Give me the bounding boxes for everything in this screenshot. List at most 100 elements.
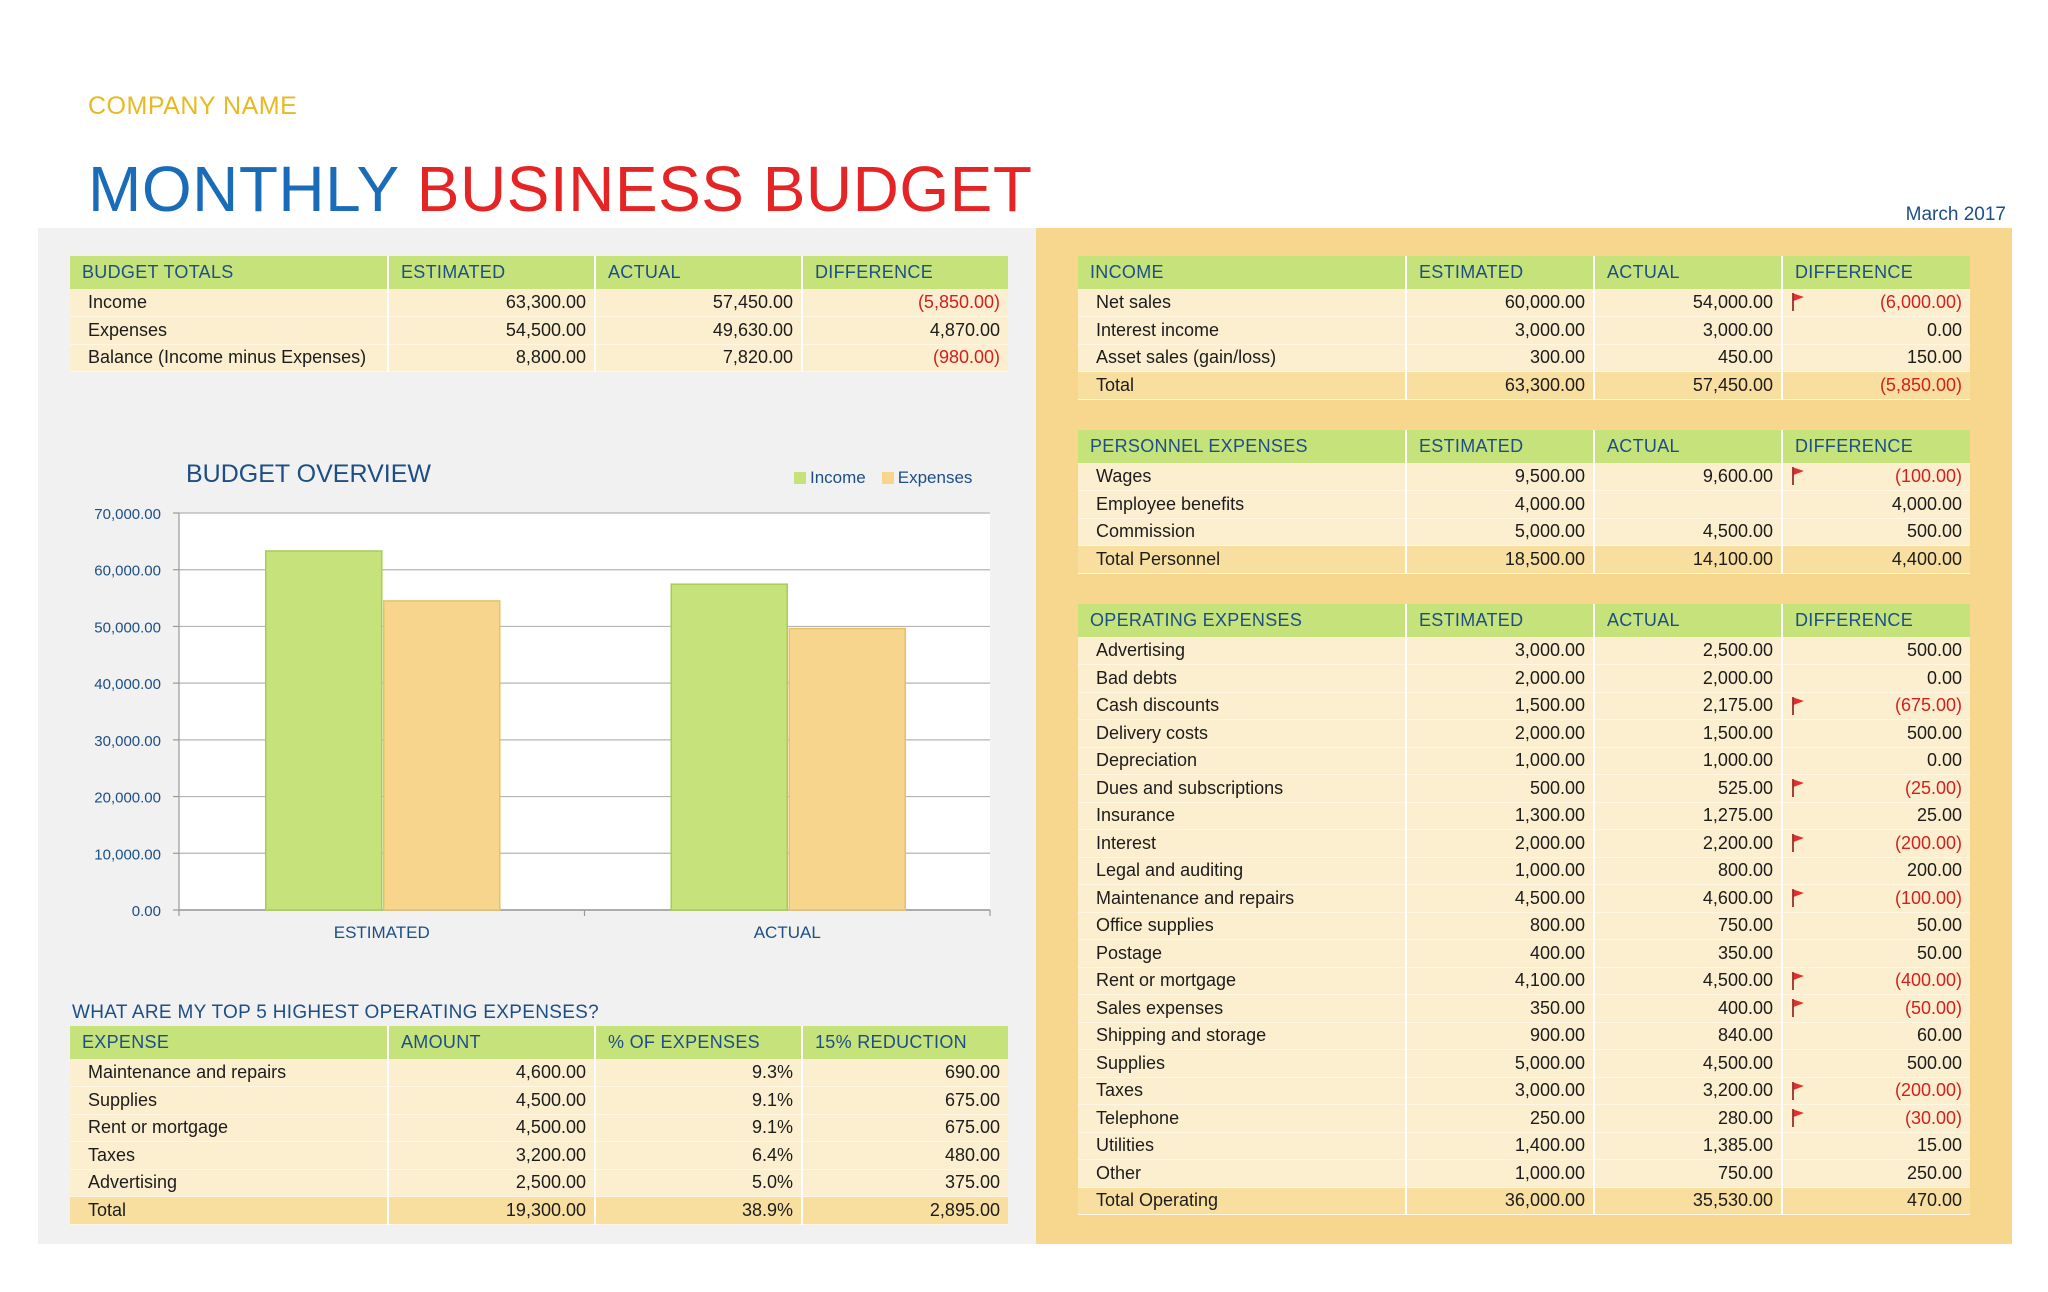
table-row: Advertising 2,500.00 5.0% 375.00 [70,1169,1008,1197]
cell-text: 63,300.00 [1504,374,1585,395]
table-row: Employee benefits 4,000.00 4,000.00 [1078,490,1970,519]
table-header-row: INCOME ESTIMATED ACTUAL DIFFERENCE [1078,256,1970,289]
difference-cell: (400.00) [1782,967,1970,995]
cell-text: 2,000.00 [1514,667,1585,688]
cell-text: 900.00 [1529,1025,1585,1046]
operating-expenses-table: OPERATING EXPENSES ESTIMATED ACTUAL DIFFERE… [1078,604,1970,1215]
cell-text: 9.1% [751,1117,793,1138]
cell-text: 4,500.00 [1702,970,1773,991]
table-row: Utilities 1,400.00 1,385.00 15.00 [1078,1132,1970,1160]
value-cell: 800.00 [1594,857,1783,885]
value-cell: 280.00 [1594,1104,1783,1133]
value-cell: 18,500.00 [1406,545,1595,574]
column-header: DIFFERENCE [1782,604,1970,637]
y-tick-label: 0.00 [132,903,161,920]
cell-text: Wages [1096,466,1152,486]
table-row: Expenses 54,500.00 49,630.00 4,870.00 [70,316,1008,345]
row-label: Supplies [70,1086,389,1115]
cell-text: (5,850.00) [1879,374,1962,395]
cell-text: 50.00 [1916,942,1962,963]
table-row: Advertising 3,000.00 2,500.00 500.00 [1078,637,1970,665]
cell-text: 800.00 [1529,915,1585,936]
cell-text: 25.00 [1916,805,1962,826]
cell-text: 0.00 [1926,667,1962,688]
value-cell: 2,000.00 [1406,664,1595,693]
flag-icon [1792,999,1804,1017]
value-cell: 750.00 [1594,1159,1783,1188]
value-cell: 1,385.00 [1594,1132,1783,1160]
row-label: Delivery costs [1078,719,1407,748]
flag-icon [1792,1109,1804,1127]
table-row: Rent or mortgage 4,100.00 4,500.00 (400.00) [1078,967,1970,995]
cell-text: 675.00 [944,1089,1000,1110]
value-cell: 2,000.00 [1406,719,1595,748]
cell-text: 4,500.00 [1702,1052,1773,1073]
cell-text: (6,000.00) [1879,292,1962,312]
cell-text: 9.3% [751,1062,793,1082]
value-cell: 4,500.00 [1594,518,1783,546]
cell-text: 375.00 [944,1172,1000,1193]
row-label: Asset sales (gain/loss) [1078,344,1407,372]
value-cell: 2,000.00 [1406,829,1595,858]
cell-text: Total [88,1199,127,1220]
table-row: Depreciation 1,000.00 1,000.00 0.00 [1078,747,1970,775]
value-cell: 800.00 [1406,912,1595,940]
budget-overview-chart: 0.00 10,000.00 20,000.00 30,000.00 40,000.00… [94,506,991,942]
difference-cell: 675.00 [802,1086,1008,1115]
cell-text: (100.00) [1894,887,1962,908]
table-row: Sales expenses 350.00 400.00 (50.00) [1078,994,1970,1023]
cell-text: 8,800.00 [515,347,586,368]
cell-text: 9.1% [751,1089,793,1110]
cell-text: 1,000.00 [1514,860,1585,881]
difference-cell: 200.00 [1782,857,1970,885]
value-cell: 4,500.00 [1594,967,1783,995]
column-header: ESTIMATED [388,256,596,289]
cell-text: 400.00 [1717,997,1773,1018]
column-header: DIFFERENCE [1782,430,1970,463]
table-row: Shipping and storage 900.00 840.00 60.00 [1078,1022,1970,1050]
row-label: Taxes [70,1141,389,1170]
cell-text: 2,175.00 [1702,695,1773,716]
cell-text: 280.00 [1717,1107,1773,1128]
cell-text: 2,000.00 [1514,832,1585,853]
row-label: Total Operating [1078,1187,1407,1215]
page-title: MONTHLY BUSINESS BUDGET [88,152,1032,226]
row-label: Office supplies [1078,912,1407,940]
flag-icon [1792,971,1804,990]
difference-cell: 500.00 [1782,637,1970,665]
difference-cell: 500.00 [1782,719,1970,748]
cell-text: 49,630.00 [712,319,793,340]
row-label: Total [1078,371,1407,400]
top5-expenses-table: EXPENSE AMOUNT% OF EXPENSES 15% REDUCTION … [70,1026,1008,1225]
difference-cell: 500.00 [1782,1049,1970,1078]
budget-date: March 2017 [1905,204,2006,225]
value-cell: 1,000.00 [1406,857,1595,885]
value-cell: 49,630.00 [595,316,803,345]
difference-cell: 2,895.00 [802,1196,1008,1225]
cell-text: Total [1096,374,1135,395]
cell-text: 57,450.00 [1692,374,1773,395]
y-tick-label: 60,000.00 [94,563,161,580]
cell-text: (400.00) [1894,970,1962,991]
difference-cell: 150.00 [1782,344,1970,372]
table-row: Supplies 5,000.00 4,500.00 500.00 [1078,1049,1970,1078]
value-cell: 60,000.00 [1406,289,1595,317]
cell-text: (100.00) [1894,466,1962,486]
value-cell: 4,100.00 [1406,967,1595,995]
cell-text: 3,000.00 [1514,640,1585,660]
value-cell: 63,300.00 [388,289,596,317]
row-label: Maintenance and repairs [70,1059,389,1087]
cell-text: Advertising [88,1172,178,1193]
row-label: Net sales [1078,289,1407,317]
value-cell: 54,500.00 [388,316,596,345]
legend-swatch-expenses [881,472,894,484]
row-label: Maintenance and repairs [1078,884,1407,913]
value-cell: 6.4% [595,1141,803,1170]
value-cell: 5,000.00 [1406,1049,1595,1078]
cell-text: (25.00) [1904,777,1962,798]
table-row: Telephone 250.00 280.00 (30.00) [1078,1104,1970,1133]
cell-text: 15.00 [1916,1135,1962,1156]
cell-text: 1,400.00 [1514,1135,1585,1156]
row-label: Shipping and storage [1078,1022,1407,1050]
cell-text: 60,000.00 [1504,292,1585,312]
